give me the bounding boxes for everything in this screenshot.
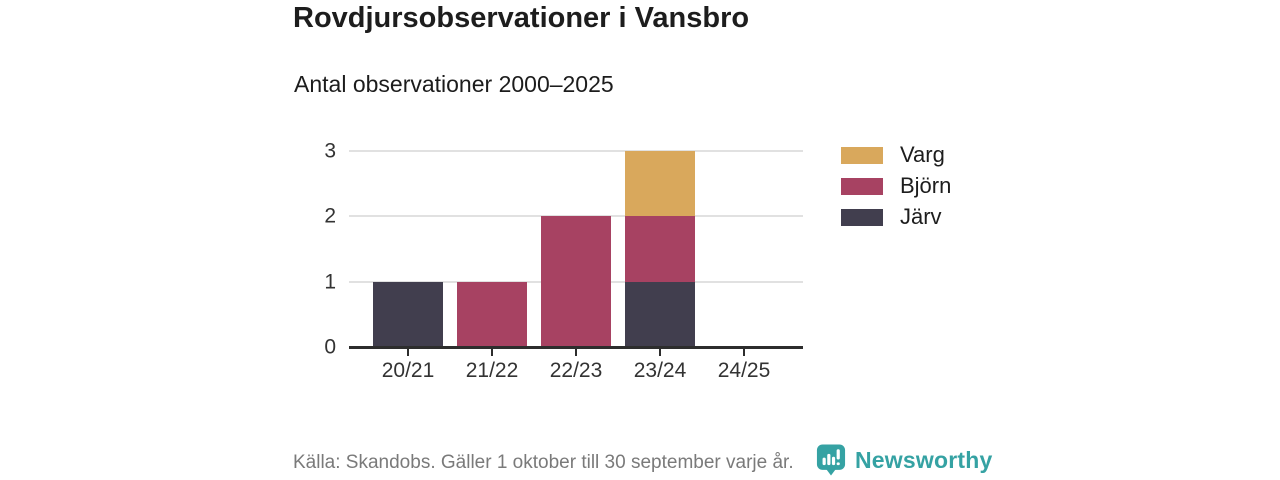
- legend-swatch-varg-icon: [841, 146, 883, 164]
- y-axis-labels: 0 1 2 3: [296, 141, 336, 358]
- bar-segment-björn-22/23[interactable]: [541, 216, 611, 347]
- newsworthy-brand[interactable]: Newsworthy: [816, 443, 992, 477]
- plot-area: [349, 150, 803, 349]
- x-tick-label: 24/25: [717, 359, 771, 382]
- bar-segment-järv-23/24[interactable]: [625, 281, 695, 347]
- x-axis-line: [349, 346, 803, 349]
- bar-segment-björn-21/22[interactable]: [457, 281, 527, 347]
- legend-label: Varg: [900, 142, 945, 167]
- y-tick-label: 0: [324, 335, 336, 359]
- tick-mark: [659, 349, 661, 356]
- tick-mark: [743, 349, 745, 356]
- x-tick-label: 22/23: [549, 359, 603, 382]
- bar-segment-varg-23/24[interactable]: [625, 151, 695, 217]
- tick-mark: [407, 349, 409, 356]
- legend-item-varg[interactable]: Varg: [841, 143, 951, 167]
- tick-mark: [575, 349, 577, 356]
- x-axis: 20/21 21/22 22/23 23/24 24/25: [349, 349, 803, 391]
- chart-subtitle: Antal observationer 2000–2025: [294, 71, 614, 97]
- y-tick-label: 1: [324, 270, 336, 294]
- newsworthy-logo-icon: [816, 444, 846, 476]
- bars: [349, 151, 803, 347]
- tick-mark: [491, 349, 493, 356]
- bar-segment-björn-23/24[interactable]: [625, 216, 695, 282]
- bar-column-23/24: [625, 151, 695, 347]
- brand-name: Newsworthy: [855, 446, 993, 473]
- legend-label: Järv: [900, 204, 942, 229]
- y-tick-label: 2: [324, 204, 336, 228]
- x-tick-23/24: 23/24: [625, 349, 695, 391]
- legend-label: Björn: [900, 173, 952, 198]
- x-tick-22/23: 22/23: [541, 349, 611, 391]
- bar-column-22/23: [541, 216, 611, 347]
- x-tick-21/22: 21/22: [457, 349, 527, 391]
- x-tick-label: 23/24: [633, 359, 687, 382]
- x-tick-20/21: 20/21: [373, 349, 443, 391]
- chart-title: Rovdjursobservationer i Vansbro: [293, 2, 750, 34]
- legend-item-bjorn[interactable]: Björn: [841, 174, 951, 198]
- x-tick-label: 20/21: [381, 359, 435, 382]
- source-note: Källa: Skandobs. Gäller 1 oktober till 3…: [293, 452, 794, 473]
- x-tick-24/25: 24/25: [709, 349, 779, 391]
- y-tick-label: 3: [324, 139, 336, 163]
- bar-column-21/22: [457, 281, 527, 347]
- legend-swatch-jarv-icon: [841, 208, 883, 226]
- bar-column-20/21: [373, 281, 443, 347]
- bar-segment-järv-20/21[interactable]: [373, 281, 443, 347]
- legend-item-jarv[interactable]: Järv: [841, 205, 951, 229]
- legend: Varg Björn Järv: [841, 143, 951, 236]
- gridline-3: [349, 150, 803, 152]
- x-tick-label: 21/22: [465, 359, 519, 382]
- legend-swatch-bjorn-icon: [841, 177, 883, 195]
